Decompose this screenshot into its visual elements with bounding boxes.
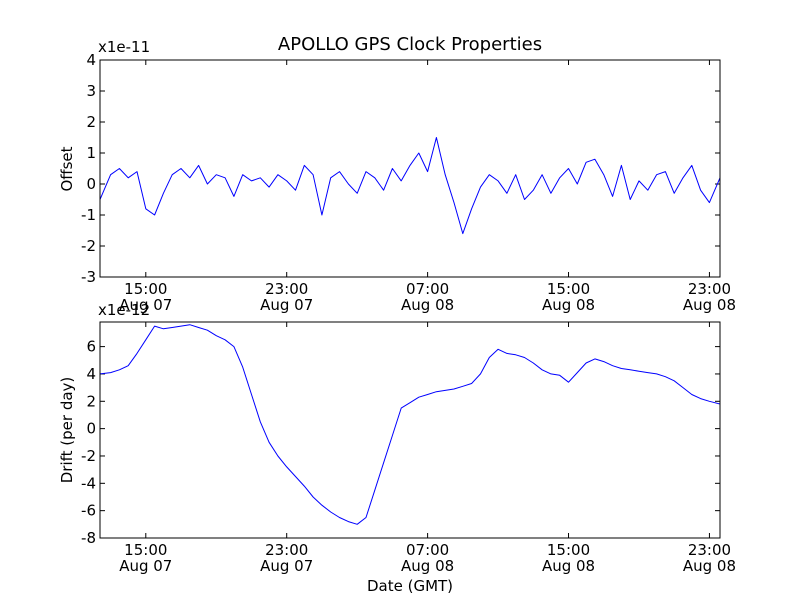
offset-xtick-time-label: 23:00 (688, 280, 731, 298)
offset-ytick-label: 3 (86, 82, 96, 100)
offset-scale-label: x1e-11 (98, 38, 150, 56)
offset-ytick-label: 2 (86, 113, 96, 131)
offset-ytick-label: -1 (81, 206, 96, 224)
offset-xtick-time-label: 07:00 (406, 280, 449, 298)
drift-scale-label: x1e-12 (98, 301, 150, 319)
drift-ytick-label: -4 (81, 474, 96, 492)
drift-xtick-time-label: 07:00 (406, 541, 449, 559)
drift-ytick-label: 0 (86, 420, 96, 438)
drift-xtick-date-label: Aug 08 (683, 557, 736, 575)
offset-ytick-label: 4 (86, 51, 96, 69)
drift-xtick-date-label: Aug 08 (542, 557, 595, 575)
drift-xtick-time-label: 23:00 (688, 541, 731, 559)
drift-ytick-label: 2 (86, 392, 96, 410)
drift-xtick-time-label: 15:00 (124, 541, 167, 559)
offset-xtick-time-label: 15:00 (124, 280, 167, 298)
offset-axes-frame (99, 59, 721, 278)
offset-ytick-label: -2 (81, 237, 96, 255)
drift-ytick-label: 4 (86, 365, 96, 383)
offset-ytick-label: 1 (86, 144, 96, 162)
drift-xtick-date-label: Aug 07 (119, 557, 172, 575)
offset-ytick-label: 0 (86, 175, 96, 193)
offset-xtick-date-label: Aug 08 (401, 296, 454, 314)
offset-xtick-time-label: 23:00 (265, 280, 308, 298)
drift-series-line (100, 324, 720, 525)
offset-xtick-date-label: Aug 07 (119, 296, 172, 314)
drift-ytick-label: 6 (86, 338, 96, 356)
drift-xtick-date-label: Aug 08 (401, 557, 454, 575)
drift-ytick-label: -2 (81, 447, 96, 465)
offset-series-line (100, 137, 720, 235)
offset-xtick-date-label: Aug 07 (260, 296, 313, 314)
drift-xtick-date-label: Aug 07 (260, 557, 313, 575)
offset-y-axis-label: Offset (58, 146, 76, 191)
drift-xtick-time-label: 23:00 (265, 541, 308, 559)
drift-y-axis-label: Drift (per day) (58, 377, 76, 484)
x-axis-label: Date (GMT) (367, 577, 453, 595)
offset-xtick-date-label: Aug 08 (683, 296, 736, 314)
drift-ytick-label: -8 (81, 529, 96, 547)
offset-xtick-date-label: Aug 08 (542, 296, 595, 314)
drift-ytick-label: -6 (81, 502, 96, 520)
chart-title: APOLLO GPS Clock Properties (278, 34, 542, 55)
drift-panel: x1e-12 Drift (per day) -8 -6 -4 -2 0 2 4 6 15:00… (58, 301, 736, 575)
offset-xtick-time-label: 15:00 (547, 280, 590, 298)
offset-ytick-label: -3 (81, 268, 96, 286)
drift-axes-frame (99, 321, 721, 539)
drift-xtick-time-label: 15:00 (547, 541, 590, 559)
